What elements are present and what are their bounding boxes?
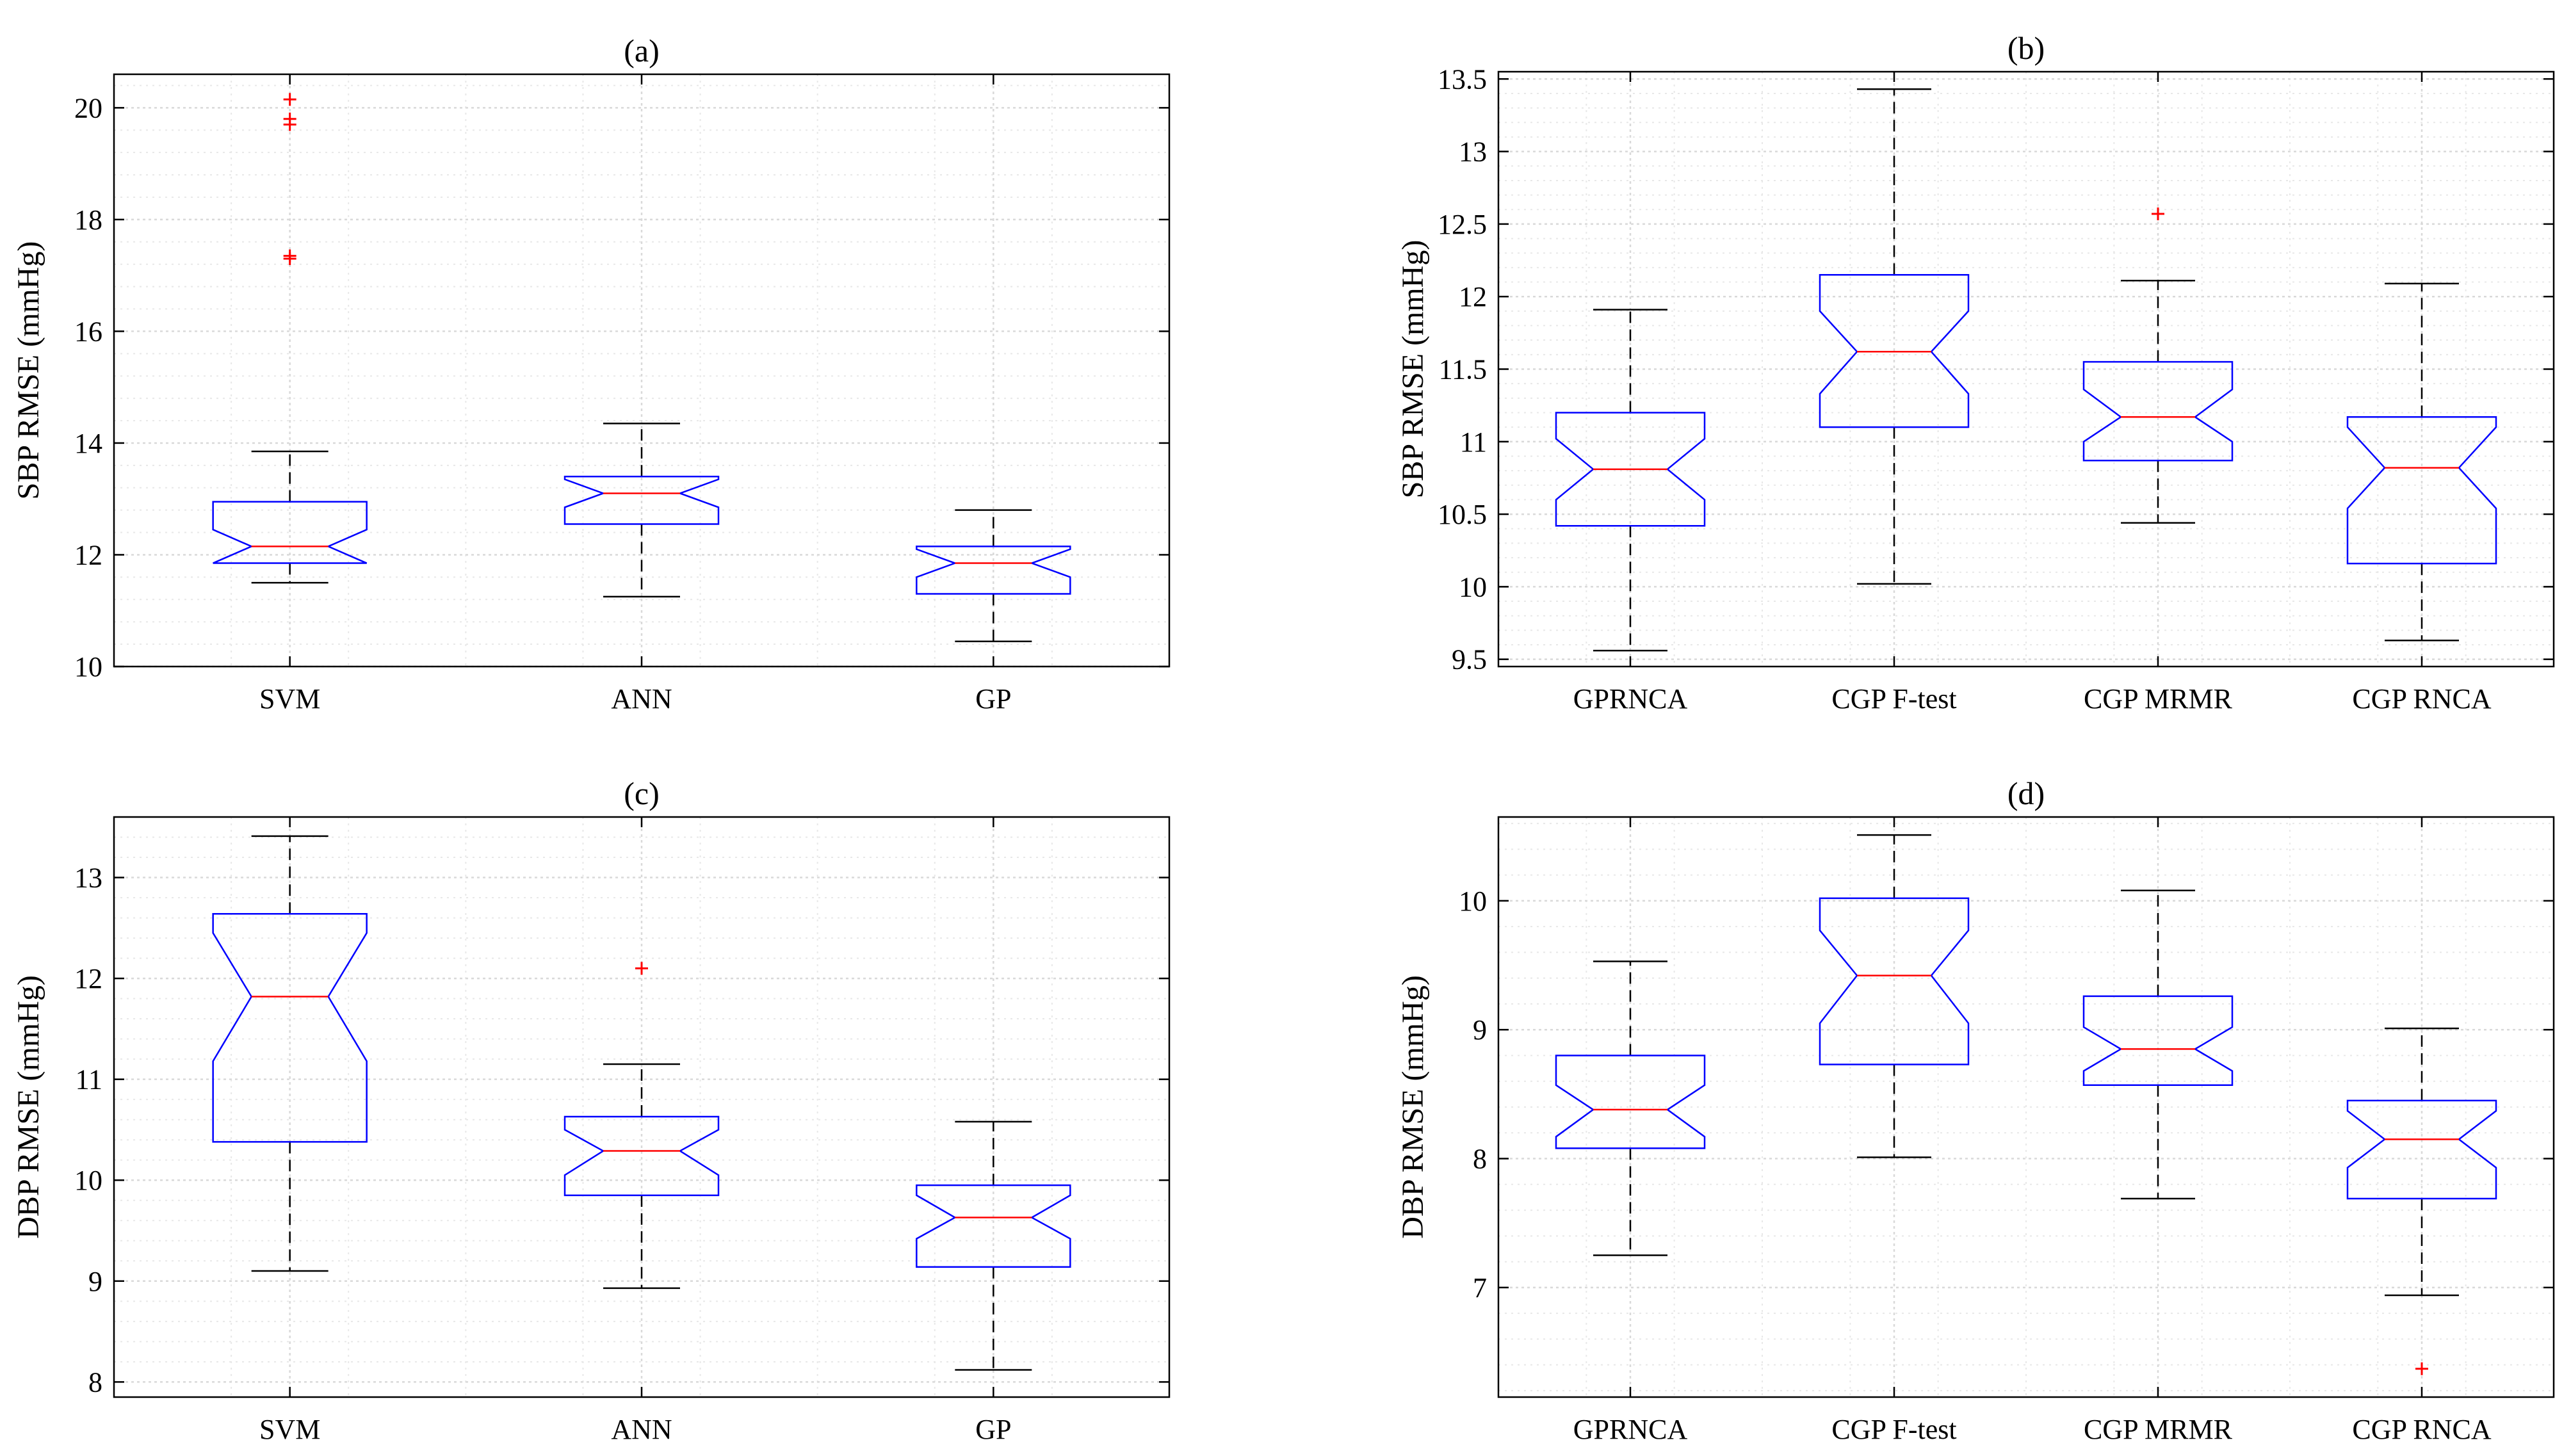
plot-area-frame	[1497, 816, 2555, 1398]
box-ann	[564, 962, 720, 1290]
y-tick-label: 8	[88, 1366, 102, 1398]
box-cgp-mrmr	[2082, 889, 2234, 1200]
x-tick-label: GPRNCA	[1573, 1414, 1688, 1445]
notched-box	[2346, 1099, 2497, 1200]
box-gp	[916, 509, 1071, 642]
y-tick-label: 16	[74, 316, 102, 347]
y-tick-label: 11	[1460, 426, 1487, 458]
y-tick-label: 12	[74, 963, 102, 994]
y-axis-label: DBP RMSE (mmHg)	[12, 975, 45, 1239]
chart-title: (a)	[624, 33, 660, 69]
x-tick-label: CGP MRMR	[2084, 1414, 2233, 1445]
outlier-marker	[635, 962, 648, 975]
box-cgp-f-test	[1819, 834, 1970, 1158]
y-tick-label: 13.5	[1438, 63, 1487, 95]
y-tick-label: 10	[74, 1165, 102, 1196]
y-tick-label: 8	[1473, 1144, 1487, 1175]
box-cgp-rnca	[2346, 1027, 2497, 1375]
x-tick-label: CGP F-test	[1831, 683, 1956, 715]
x-tick-label: CGP F-test	[1831, 1414, 1956, 1445]
x-tick-label: GP	[975, 683, 1011, 715]
y-tick-label: 11	[76, 1064, 102, 1096]
chart-panel-d: 7 8 9 10 GPRNCA CGP F-test CGP MRMR CGP RNCA (d)…	[1396, 775, 2555, 1445]
box-gp	[916, 1120, 1071, 1371]
y-tick-label: 9.5	[1452, 644, 1487, 675]
y-tick-label: 9	[1473, 1014, 1487, 1046]
x-tick-label: SVM	[259, 683, 320, 715]
notched-box	[2082, 995, 2234, 1087]
notched-box	[916, 546, 1071, 595]
outlier-marker	[283, 112, 296, 125]
y-tick-label: 13	[74, 862, 102, 894]
x-tick-label: GPRNCA	[1573, 683, 1688, 715]
x-tick-label: GP	[975, 1414, 1011, 1445]
x-tick-label: CGP RNCA	[2352, 683, 2491, 715]
y-tick-label: 9	[88, 1266, 102, 1297]
outlier-marker	[2415, 1362, 2428, 1375]
y-tick-label: 12	[74, 539, 102, 570]
x-tick-label: ANN	[611, 683, 672, 715]
box-cgp-f-test	[1819, 88, 1970, 585]
chart-panel-c: 8 9 10 11 12 13 SVM ANN GP (c) DBP RMSE (mmHg)	[12, 775, 1171, 1445]
chart-title: (d)	[2007, 775, 2045, 811]
y-tick-label: 13	[1459, 136, 1487, 168]
notched-box	[564, 476, 720, 525]
y-tick-label: 12.5	[1438, 209, 1487, 240]
x-tick-label: ANN	[611, 1414, 672, 1445]
outlier-marker	[2152, 207, 2164, 221]
box-svm	[212, 835, 368, 1272]
y-tick-label: 10	[74, 651, 102, 683]
outlier-marker	[283, 249, 296, 263]
notched-box	[564, 1115, 720, 1197]
y-tick-label: 7	[1473, 1272, 1487, 1304]
notched-box	[1819, 273, 1970, 428]
box-ann	[564, 423, 720, 598]
y-tick-label: 14	[74, 428, 102, 459]
notched-box	[1555, 1055, 1706, 1149]
x-tick-label: CGP RNCA	[2352, 1414, 2491, 1445]
y-tick-label: 11.5	[1439, 354, 1487, 385]
chart-title: (b)	[2007, 30, 2045, 66]
chart-panel-a: 10 12 14 16 18 20 SVM ANN GP (a) SBP RMSE (mmHg)	[12, 33, 1171, 715]
chart-panel-b: 9.5 10 10.5 11 11.5 12 12.5 13 13.5 GPRNCA CGP F-t…	[1396, 30, 2555, 715]
box-gprnca	[1555, 960, 1706, 1256]
y-tick-label: 10.5	[1438, 499, 1487, 530]
notched-box	[1819, 897, 1970, 1065]
y-axis-label: DBP RMSE (mmHg)	[1396, 975, 1430, 1239]
y-tick-label: 10	[1459, 571, 1487, 603]
notched-box	[1555, 412, 1706, 527]
notched-box	[212, 913, 368, 1143]
y-tick-label: 12	[1459, 281, 1487, 312]
y-axis-label: SBP RMSE (mmHg)	[12, 241, 45, 500]
notched-box	[2082, 360, 2234, 462]
chart-title: (c)	[624, 775, 660, 811]
box-svm	[212, 93, 368, 584]
outlier-marker	[283, 93, 296, 106]
notched-box	[2346, 416, 2497, 565]
y-tick-label: 20	[74, 92, 102, 124]
box-cgp-mrmr	[2082, 207, 2234, 524]
y-tick-label: 18	[74, 204, 102, 236]
y-tick-label: 10	[1459, 886, 1487, 917]
notched-box	[916, 1184, 1071, 1268]
box-cgp-rnca	[2346, 282, 2497, 642]
x-tick-label: CGP MRMR	[2084, 683, 2233, 715]
x-tick-label: SVM	[259, 1414, 320, 1445]
notched-box	[212, 501, 368, 564]
y-axis-label: SBP RMSE (mmHg)	[1396, 240, 1430, 499]
box-gprnca	[1555, 309, 1706, 652]
